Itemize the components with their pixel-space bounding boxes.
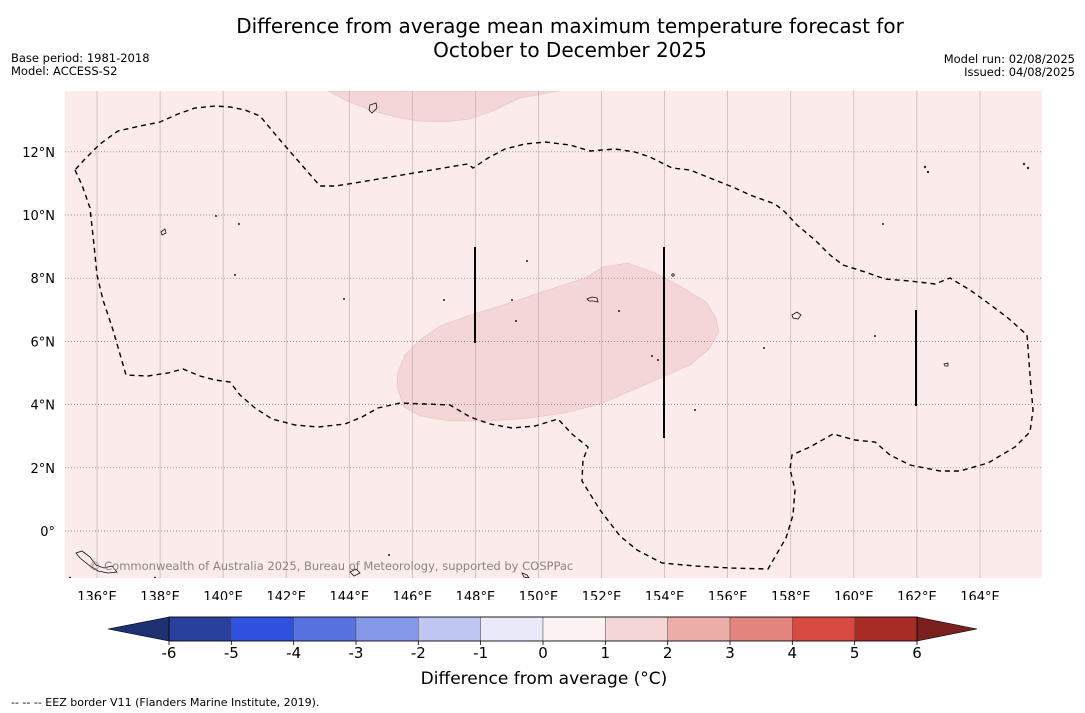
- latitude-label: 6°N: [31, 335, 56, 350]
- longitude-label: 144°E: [330, 590, 370, 600]
- longitude-label: 140°E: [203, 590, 243, 600]
- islands: [68, 102, 1030, 578]
- colorbar-tick-label: -4: [286, 644, 301, 662]
- eez-footnote: -- -- -- EEZ border V11 (Flanders Marine…: [11, 696, 320, 709]
- colorbar-segment: [168, 616, 232, 642]
- colorbar-segment: [792, 616, 855, 642]
- colorbar-tick-label: 1: [601, 644, 611, 662]
- colorbar-segment: [231, 616, 294, 642]
- meta-right: Model run: 02/08/2025 Issued: 04/08/2025: [944, 53, 1075, 79]
- longitude-label: 146°E: [393, 590, 433, 600]
- colorbar-under-arrow: [107, 616, 170, 642]
- colorbar-segment: [355, 616, 419, 642]
- eez-border: [74, 105, 1034, 570]
- longitude-label: 154°E: [645, 590, 685, 600]
- latitude-label: 2°N: [31, 462, 56, 477]
- title-line-1: Difference from average mean maximum tem…: [236, 14, 904, 38]
- latitude-label: 0°: [40, 525, 55, 540]
- island-east-small: [943, 362, 949, 367]
- colorbar-tick-label: 4: [788, 644, 798, 662]
- latitude-labels: 12°N 10°N 8°N 6°N 4°N 2°N 0°: [22, 146, 55, 540]
- longitude-label: 136°E: [77, 590, 117, 600]
- colorbar-tick-label: 5: [850, 644, 860, 662]
- latitude-label: 4°N: [31, 399, 56, 414]
- anomaly-region-north: [327, 91, 561, 123]
- colorbar-tick-label: -1: [473, 644, 488, 662]
- model-name: Model: ACCESS-S2: [11, 64, 118, 78]
- colorbar-tick-label: 2: [663, 644, 673, 662]
- longitude-label: 142°E: [266, 590, 306, 600]
- forecast-map: 136°E 138°E 140°E 142°E 144°E 146°E 148°E 150°E…: [22, 91, 1042, 600]
- model-run: Model run: 02/08/2025: [943, 52, 1075, 66]
- longitude-label: 164°E: [960, 590, 1000, 600]
- title-line-2: October to December 2025: [433, 38, 707, 62]
- island-west: [160, 228, 167, 236]
- colorbar-tick-label: -2: [411, 644, 426, 662]
- colorbar-segment: [729, 616, 793, 642]
- longitude-label: 158°E: [771, 590, 811, 600]
- colorbar-segment: [418, 616, 481, 642]
- longitude-label: 150°E: [519, 590, 559, 600]
- island-east: [791, 311, 802, 320]
- latitude-label: 8°N: [31, 272, 56, 287]
- colorbar-frame: [168, 616, 918, 642]
- colorbar-tick-label: 0: [538, 644, 548, 662]
- longitude-label: 152°E: [582, 590, 622, 600]
- colorbar-tick-label: 3: [725, 644, 735, 662]
- colorbar-segment: [542, 616, 606, 642]
- colorbar-segment: [667, 616, 731, 642]
- colorbar-segment: [605, 616, 668, 642]
- island-north: [368, 102, 378, 114]
- anomaly-region-central: [396, 262, 720, 422]
- colorbar-segment: [293, 616, 357, 642]
- copyright-credit: © Commonwealth of Australia 2025, Bureau…: [89, 559, 574, 573]
- island-south-2: [521, 572, 530, 578]
- colorbar-segment: [480, 616, 544, 642]
- colorbar-label: Difference from average (°C): [420, 669, 668, 689]
- latitude-label: 10°N: [22, 209, 55, 224]
- colorbar-tick-label: -5: [224, 644, 239, 662]
- gridlines: [65, 91, 1042, 578]
- base-period: Base period: 1981-2018: [11, 51, 150, 65]
- longitude-labels: 136°E 138°E 140°E 142°E 144°E 146°E 148°E 150°E…: [77, 590, 1000, 600]
- longitude-label: 148°E: [456, 590, 496, 600]
- island-south: [349, 568, 361, 577]
- longitude-label: 160°E: [834, 590, 874, 600]
- island-southwest: [75, 550, 118, 574]
- meta-left: Base period: 1981-2018 Model: ACCESS-S2: [11, 52, 150, 78]
- latitude-label: 12°N: [22, 146, 55, 161]
- island-central: [586, 296, 599, 303]
- colorbar-tick-label: 6: [912, 644, 922, 662]
- longitude-label: 138°E: [140, 590, 180, 600]
- vertical-markers: [474, 247, 917, 438]
- colorbar-tick-label: -3: [349, 644, 364, 662]
- issued-date: Issued: 04/08/2025: [964, 65, 1075, 79]
- longitude-label: 162°E: [897, 590, 937, 600]
- colorbar-segment: [854, 616, 918, 642]
- longitude-label: 156°E: [708, 590, 748, 600]
- colorbar-tick-label: -6: [162, 644, 177, 662]
- map-title: Difference from average mean maximum tem…: [0, 14, 1085, 62]
- colorbar-over-arrow: [916, 616, 978, 642]
